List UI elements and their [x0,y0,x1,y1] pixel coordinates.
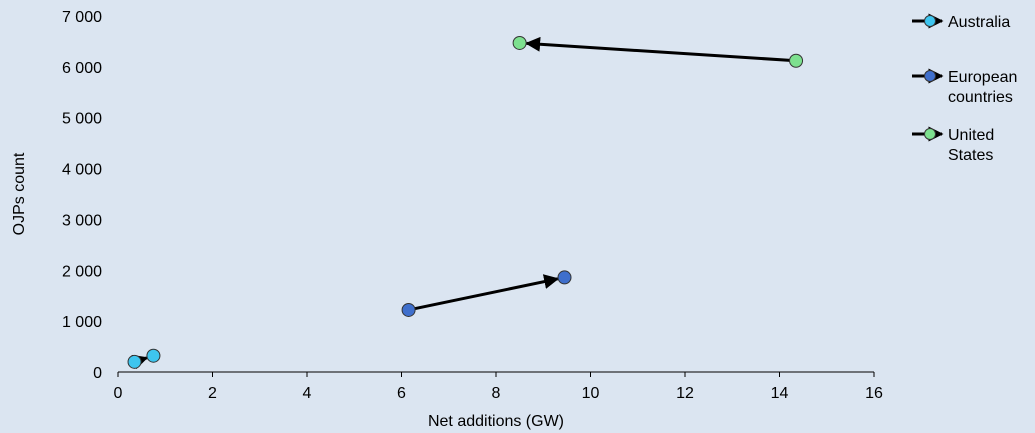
axes: 0 2 4 6 8 10 12 14 16 0 1 000 2 000 3 000 4 000 5 000 6… [62,9,883,402]
legend-entry: Australia [912,13,1010,31]
data-point [401,302,416,317]
y-axis-title: OJPs count [11,152,28,235]
y-tick-label: 3 000 [62,212,102,229]
legend-label: countries [948,89,1013,106]
x-tick-label: 14 [771,385,789,402]
legend-label: States [948,147,993,164]
legend-marker [924,128,936,140]
data-point [789,53,804,68]
x-tick-label: 12 [676,385,694,402]
x-tick-label: 2 [208,385,217,402]
y-tick-label: 0 [93,365,102,382]
legend-label: Australia [948,14,1010,31]
y-tick-label: 1 000 [62,314,102,331]
x-tick-label: 4 [303,385,312,402]
x-tick-label: 8 [492,385,501,402]
y-tick-label: 5 000 [62,111,102,128]
series-layer [127,35,804,370]
data-point [557,270,572,285]
y-tick-label: 4 000 [62,162,102,179]
legend-marker [924,70,936,82]
data-point [146,348,161,363]
series [127,348,161,370]
legend-label: United [948,127,994,144]
x-tick-label: 0 [114,385,123,402]
y-tick-label: 2 000 [62,263,102,280]
legend-label: European [948,69,1017,86]
y-tick-label: 7 000 [62,9,102,26]
legend-marker [924,15,936,27]
x-axis-title: Net additions (GW) [428,413,564,430]
x-tick-label: 16 [865,385,883,402]
legend-entry: European countries [912,68,1017,106]
series-arrow [408,274,560,312]
x-tick-label: 6 [397,385,406,402]
data-point [127,354,142,369]
y-tick-label: 6 000 [62,60,102,77]
legend: Australia European countries United States [912,13,1017,164]
series [401,270,572,317]
data-point [512,35,527,50]
series-arrow [525,36,797,63]
series [512,35,804,68]
legend-entry: United States [912,126,994,164]
x-tick-label: 10 [582,385,600,402]
